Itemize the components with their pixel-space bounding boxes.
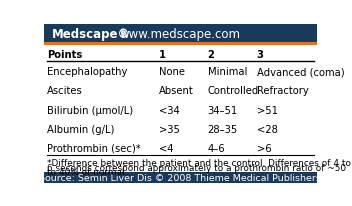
Text: 1: 1 — [159, 50, 166, 60]
FancyBboxPatch shape — [44, 43, 317, 46]
Text: to 40% of normal.: to 40% of normal. — [47, 167, 127, 176]
Text: Source: Semin Liver Dis © 2008 Thieme Medical Publishers: Source: Semin Liver Dis © 2008 Thieme Me… — [39, 173, 321, 182]
FancyBboxPatch shape — [44, 172, 317, 183]
Text: 4–6: 4–6 — [208, 143, 225, 153]
Text: Medscape®: Medscape® — [52, 27, 131, 40]
Text: Prothrombin (sec)*: Prothrombin (sec)* — [47, 143, 140, 153]
Text: None: None — [159, 67, 184, 77]
Text: Albumin (g/L): Albumin (g/L) — [47, 124, 114, 134]
Text: Bilirubin (μmol/L): Bilirubin (μmol/L) — [47, 105, 133, 115]
Text: 28–35: 28–35 — [208, 124, 238, 134]
Text: Controlled: Controlled — [208, 86, 259, 96]
Text: Points: Points — [47, 50, 82, 60]
Text: Ascites: Ascites — [47, 86, 82, 96]
Text: Refractory: Refractory — [257, 86, 309, 96]
Text: www.medscape.com: www.medscape.com — [120, 27, 241, 40]
Text: Encephalopathy: Encephalopathy — [47, 67, 127, 77]
Text: Advanced (coma): Advanced (coma) — [257, 67, 344, 77]
Text: 6 seconds correspond approximately to a prothrombin ratio of ~50: 6 seconds correspond approximately to a … — [47, 163, 346, 172]
Text: <28: <28 — [257, 124, 278, 134]
Text: 3: 3 — [257, 50, 264, 60]
Text: *Difference between the patient and the control. Differences of 4 to: *Difference between the patient and the … — [47, 158, 351, 167]
Text: Absent: Absent — [159, 86, 193, 96]
FancyBboxPatch shape — [44, 25, 317, 43]
Text: 34–51: 34–51 — [208, 105, 238, 115]
Text: <34: <34 — [159, 105, 179, 115]
Text: 2: 2 — [208, 50, 215, 60]
Text: Minimal: Minimal — [208, 67, 247, 77]
Text: >51: >51 — [257, 105, 278, 115]
Text: <4: <4 — [159, 143, 173, 153]
Text: >35: >35 — [159, 124, 180, 134]
Text: >6: >6 — [257, 143, 271, 153]
